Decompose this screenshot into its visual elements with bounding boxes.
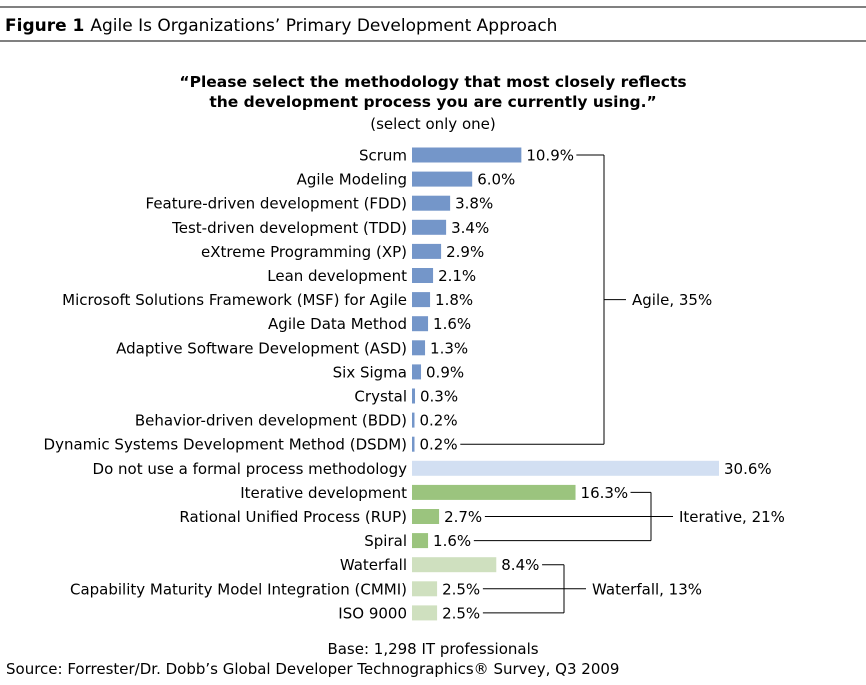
bar [412,412,415,428]
category-label: Test-driven development (TDD) [171,219,407,237]
category-label: Scrum [359,147,407,165]
category-label: Agile Data Method [268,315,407,333]
bar [412,581,438,597]
bar [412,484,576,500]
bar [412,195,451,211]
value-label: 0.3% [420,388,458,406]
value-label: 6.0% [477,171,515,189]
question-line-1: “Please select the methodology that most… [179,73,686,91]
figure-title-text: Agile Is Organizations’ Primary Developm… [90,16,557,36]
category-label: Adaptive Software Development (ASD) [116,339,407,357]
bar [412,388,416,404]
bar [412,509,440,524]
category-label: Rational Unified Process (RUP) [179,508,407,526]
bar [412,316,429,332]
value-label: 1.6% [433,315,471,333]
value-label: 10.9% [526,147,574,165]
category-label: Lean development [267,267,407,285]
value-label: 2.5% [442,580,480,598]
base-note: Base: 1,298 IT professionals [327,640,538,658]
bar [412,292,431,308]
value-label: 0.2% [420,412,458,430]
value-label: 1.3% [430,339,468,357]
source-note: Source: Forrester/Dr. Dobb’s Global Deve… [6,660,619,678]
bar [412,436,415,452]
value-label: 2.9% [446,243,484,261]
figure-label: Figure 1 [5,16,84,36]
category-label: Behavior-driven development (BDD) [135,412,407,430]
value-label: 1.8% [435,291,473,309]
category-label: eXtreme Programming (XP) [201,243,407,261]
category-label: Microsoft Solutions Framework (MSF) for … [62,291,407,309]
category-label: Six Sigma [333,363,407,381]
bar [412,364,422,380]
bar [412,557,497,573]
category-label: Agile Modeling [297,171,407,189]
bar-chart: Scrum 10.9% Agile Modeling 6.0% Feature-driv… [44,147,785,623]
value-label: 3.8% [455,195,493,213]
category-label: Dynamic Systems Development Method (DSDM… [44,436,407,454]
bar [412,605,438,621]
group-annotation: Iterative, 21% [679,508,785,526]
bar [412,171,473,187]
group-annotation: Waterfall, 13% [592,580,702,598]
value-label: 8.4% [501,556,539,574]
bar [412,268,434,283]
bar [412,340,426,356]
bar [412,533,429,549]
value-label: 3.4% [451,219,489,237]
value-label: 30.6% [724,460,772,478]
question-line-2: the development process you are currentl… [209,93,656,111]
value-label: 1.6% [433,532,471,550]
category-label: Capability Maturity Model Integration (C… [70,580,407,598]
category-label: ISO 9000 [338,604,407,622]
value-label: 16.3% [581,484,629,502]
value-label: 2.5% [442,604,480,622]
value-label: 0.9% [426,363,464,381]
category-label: Spiral [364,532,407,550]
bar [412,243,442,259]
value-label: 2.7% [444,508,482,526]
bar [412,219,447,235]
category-label: Crystal [354,388,407,406]
value-label: 0.2% [420,436,458,454]
category-label: Do not use a formal process methodology [93,460,408,478]
category-label: Iterative development [240,484,407,502]
value-label: 2.1% [438,267,476,285]
question-line-3: (select only one) [370,115,495,133]
figure-title: Figure 1 Agile Is Organizations’ Primary … [5,16,557,36]
category-label: Feature-driven development (FDD) [146,195,407,213]
bar [412,460,719,476]
bar [412,147,522,163]
group-annotation: Agile, 35% [632,291,712,309]
category-label: Waterfall [340,556,407,574]
